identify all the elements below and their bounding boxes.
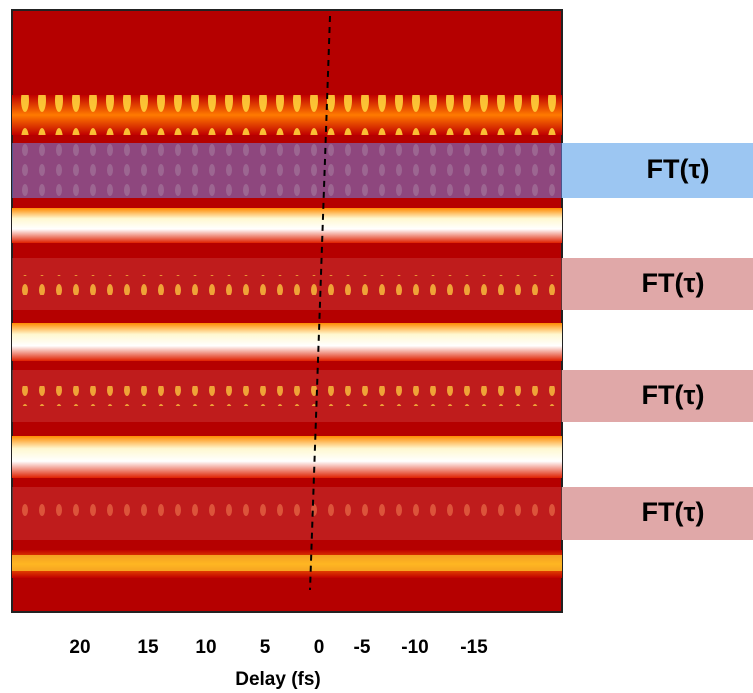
ft-label: FT(τ) bbox=[646, 154, 709, 184]
x-axis-label: Delay (fs) bbox=[235, 669, 321, 690]
x-tick-label: 5 bbox=[260, 637, 271, 658]
ft-label: FT(τ) bbox=[641, 268, 704, 298]
x-tick-label: 15 bbox=[137, 637, 159, 658]
x-tick-label: 10 bbox=[195, 637, 216, 658]
x-tick-label: -5 bbox=[354, 637, 371, 658]
ft-label: FT(τ) bbox=[641, 380, 704, 410]
x-tick-label: 20 bbox=[69, 637, 90, 658]
heatmap bbox=[11, 9, 563, 613]
x-tick-label: -10 bbox=[401, 637, 428, 658]
x-tick-label: -15 bbox=[460, 637, 488, 658]
x-tick-label: 0 bbox=[314, 637, 325, 658]
ft-label: FT(τ) bbox=[641, 497, 704, 527]
label-boxes bbox=[562, 143, 753, 540]
